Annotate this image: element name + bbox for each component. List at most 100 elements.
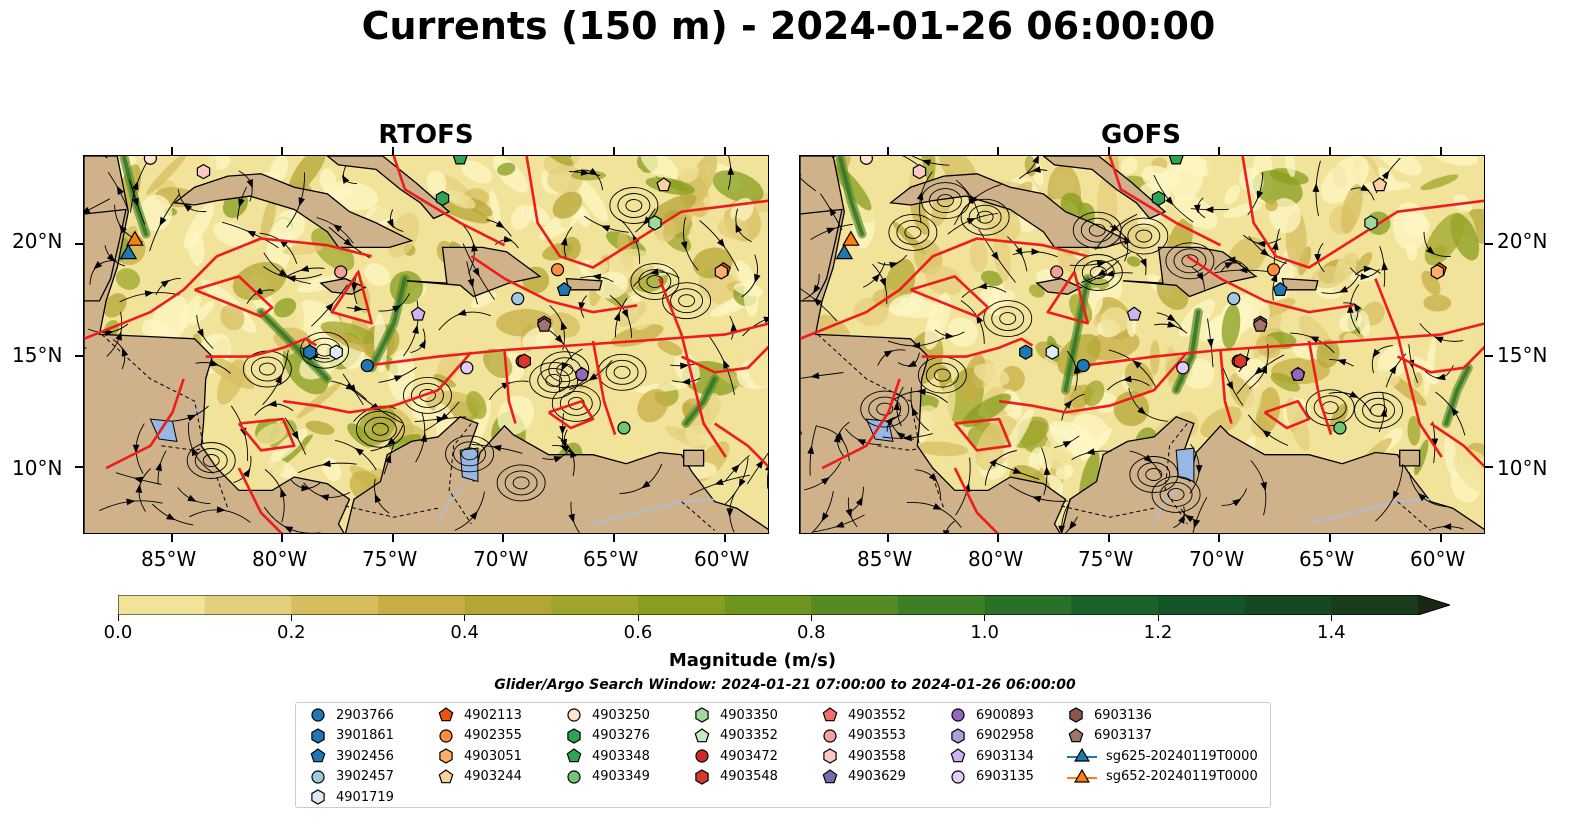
streamline-arrow xyxy=(1360,273,1370,280)
magnitude-patch xyxy=(1224,184,1241,205)
lon-tick xyxy=(170,534,173,542)
streamline-arrow xyxy=(1068,520,1077,530)
magnitude-patch xyxy=(623,267,644,295)
streamline-arrow xyxy=(902,434,912,442)
streamline-arrow xyxy=(717,238,725,248)
magnitude-patch xyxy=(1298,246,1312,276)
magnitude-patch xyxy=(115,268,141,290)
magnitude-patch xyxy=(1028,284,1045,298)
streamline-arrow xyxy=(343,238,353,247)
magnitude-patch xyxy=(1221,304,1241,349)
lon-label-70w-left: 70°W xyxy=(473,547,529,571)
float-3902457 xyxy=(1227,292,1241,306)
eddy-streamline xyxy=(933,368,951,382)
eddy-streamline xyxy=(1362,397,1396,423)
eddy-streamline xyxy=(496,464,546,502)
landmass-hispaniola xyxy=(1123,246,1258,298)
lat-tick xyxy=(75,243,83,246)
lon-label-85w-left: 85°W xyxy=(141,547,197,571)
streamline-arrow xyxy=(559,445,570,453)
magnitude-patch xyxy=(1375,156,1422,176)
landmass-trinidad xyxy=(683,449,705,467)
magnitude-patch xyxy=(975,415,1019,471)
lon-tick xyxy=(613,534,616,542)
streamline xyxy=(901,156,919,166)
legend-item-label: 4903276 xyxy=(592,728,650,743)
float-3901861 xyxy=(303,344,317,360)
eez-boundary-line xyxy=(84,237,373,341)
streamline-arrow xyxy=(621,308,629,319)
legend-item: 4903629 xyxy=(820,767,906,787)
lon-tick xyxy=(502,147,505,155)
lon-label-65w-right: 65°W xyxy=(1299,547,1355,571)
streamline-arrow xyxy=(209,359,220,367)
eddy-streamline xyxy=(1088,223,1106,237)
magnitude-patch xyxy=(1355,252,1373,274)
streamline-arrow xyxy=(921,159,931,166)
eez-boundary-line xyxy=(1219,349,1233,424)
float-marker-icon xyxy=(310,748,326,763)
streamline-arrow xyxy=(1226,381,1234,391)
eez-boundary-line xyxy=(658,278,727,458)
magnitude-patch xyxy=(497,162,516,176)
lon-label-70w-right: 70°W xyxy=(1189,547,1245,571)
magnitude-patch xyxy=(183,203,215,250)
streamline-arrow xyxy=(835,521,845,528)
float-4902355 xyxy=(550,263,565,277)
colorbar-bin xyxy=(1071,595,1159,615)
streamline-arrow xyxy=(1372,348,1381,358)
legend-item: 2903766 xyxy=(308,705,394,725)
lon-tick xyxy=(391,147,394,155)
country-border xyxy=(344,505,439,518)
lat-tick xyxy=(75,354,83,357)
eddy-streamline xyxy=(876,402,894,416)
colorbar-tick xyxy=(290,615,292,621)
colorbar-tick xyxy=(810,615,812,621)
eddy-streamline xyxy=(646,275,664,288)
eddy-streamline xyxy=(928,188,962,214)
magnitude-patch xyxy=(213,221,252,248)
current-jet-core xyxy=(1174,310,1201,393)
magnitude-patch xyxy=(1316,339,1340,368)
magnitude-patch xyxy=(1049,425,1093,457)
float-3902457 xyxy=(511,292,525,306)
magnitude-patch xyxy=(1028,447,1045,474)
magnitude-patch xyxy=(733,282,764,297)
eddy-streamline xyxy=(999,312,1017,325)
lon-tick xyxy=(1218,147,1221,155)
landmass-centralAmerica xyxy=(800,156,1067,533)
streamline-arrow xyxy=(386,437,396,446)
streamline-arrow xyxy=(1224,262,1234,269)
streamline xyxy=(945,520,955,533)
float-marker-icon xyxy=(567,708,581,722)
eddy-streamline xyxy=(925,362,959,388)
streamline-arrow xyxy=(1012,467,1023,474)
legend-item: sg652-20240119T0000 xyxy=(1066,767,1258,787)
streamline-arrow xyxy=(354,447,364,456)
float-marker xyxy=(695,707,709,723)
eez-boundary-line xyxy=(680,345,768,374)
float-marker-icon xyxy=(822,707,838,722)
streamline-arrow xyxy=(763,316,768,324)
float-marker-icon xyxy=(567,727,581,744)
eddy-streamline xyxy=(613,365,631,379)
eez-boundary-line xyxy=(1263,399,1311,430)
streamline-arrow xyxy=(1032,495,1042,503)
float-sg625-20240119T0000 xyxy=(119,243,138,260)
float-marker xyxy=(823,748,837,764)
legend-item: 6900893 xyxy=(948,705,1034,725)
streamline-arrow xyxy=(133,476,143,484)
colorbar-bin xyxy=(811,595,899,615)
streamline-arrow xyxy=(384,454,392,464)
magnitude-patch xyxy=(190,301,215,326)
lon-label-80w-left: 80°W xyxy=(252,547,308,571)
streamline-arrow xyxy=(374,493,382,503)
legend-item-label: 6903135 xyxy=(976,769,1034,784)
streamline-arrow xyxy=(723,359,730,369)
streamline-arrow xyxy=(680,362,689,370)
eddy-streamline xyxy=(868,396,902,422)
magnitude-patch xyxy=(678,162,700,183)
eddy-streamline xyxy=(559,390,593,416)
glider-marker-icon xyxy=(1067,747,1097,762)
float-marker xyxy=(1069,707,1083,723)
